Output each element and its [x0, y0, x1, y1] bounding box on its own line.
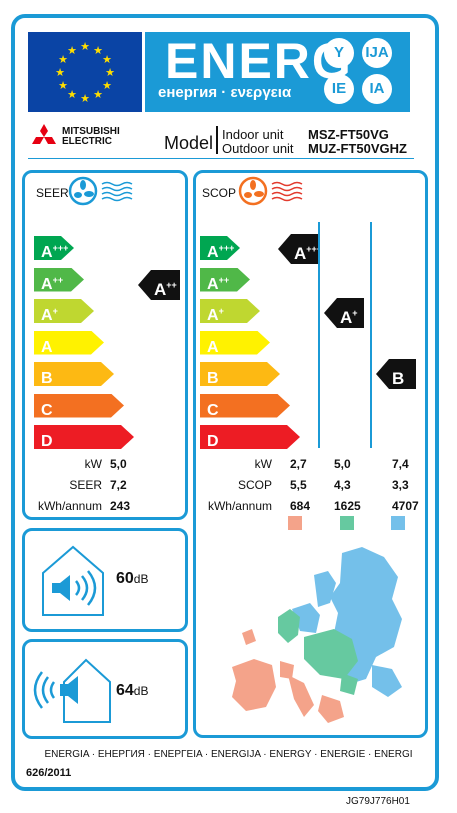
scop-value: 7,4 [392, 457, 409, 471]
svg-text:★: ★ [80, 41, 90, 53]
indoor-noise-level: 60dB [116, 570, 149, 587]
scop-column-divider [318, 222, 320, 448]
scale-bar-letter: A [41, 307, 53, 324]
unit-model-codes: MSZ-FT50VG MUZ-FT50VGHZ [308, 127, 407, 156]
svg-text:★: ★ [80, 93, 90, 105]
unit-labels: Indoor unit Outdoor unit [222, 127, 294, 156]
lang-code-badge: IE [324, 74, 354, 104]
svg-text:★: ★ [58, 54, 68, 66]
scale-bar-plus: ++ [218, 274, 230, 285]
seer-scale-bar: C [34, 394, 124, 418]
energy-title: ENERG [165, 33, 353, 89]
heating-fan-icon [238, 176, 310, 211]
scale-bar-letter: C [41, 401, 53, 419]
scale-bar-letter: A [41, 338, 53, 356]
seer-panel [22, 170, 188, 520]
seer-scale-bar: B [34, 362, 114, 386]
scop-scale-bar: A+ [200, 299, 260, 323]
svg-text:★: ★ [58, 80, 68, 92]
svg-text:★: ★ [102, 54, 112, 66]
scale-bar-letter: B [207, 370, 219, 387]
model-label: Model [164, 133, 214, 153]
svg-text:★: ★ [67, 89, 77, 101]
seer-metric-label: kWh/annum [37, 499, 102, 513]
seer-scale-bar: A+ [34, 299, 94, 323]
scop-value: 1625 [334, 499, 361, 513]
scop-metric-label: kWh/annum [207, 499, 272, 513]
scop-scale-bar: B [200, 362, 280, 386]
outdoor-noise-panel [22, 639, 188, 739]
seer-label: SEER [36, 186, 69, 200]
scale-bar-letter: D [207, 433, 219, 450]
brand-name: MITSUBISHI ELECTRIC [62, 126, 120, 147]
mitsubishi-logo-icon [30, 124, 58, 155]
scop-panel [193, 170, 428, 738]
scale-bar-plus: + [52, 306, 58, 316]
scop-scale-bar: C [200, 394, 290, 418]
model-divider [216, 126, 218, 154]
divider-line [28, 158, 414, 159]
scale-bar-letter: A [207, 338, 219, 356]
scale-bar-letter: A [41, 244, 53, 261]
scop-value: 684 [290, 499, 311, 513]
climate-zone-colder-swatch [391, 516, 405, 530]
lang-code-badge: IJA [362, 38, 392, 68]
scop-value: 5,5 [290, 478, 307, 492]
scale-bar-plus: + [218, 306, 224, 316]
svg-text:★: ★ [55, 67, 65, 79]
label-frame [11, 14, 439, 791]
scop-value: 3,3 [392, 478, 409, 492]
scale-bar-letter: A [207, 307, 219, 324]
scop-value: 5,0 [334, 457, 351, 471]
scale-bar-plus: ++ [52, 274, 64, 285]
eu-flag-icon: ★ ★ ★ ★ ★ ★ ★ ★ ★ ★ ★ ★ [28, 32, 142, 112]
seer-metric-value: 7,2 [110, 478, 127, 492]
scale-bar-letter: A [207, 244, 219, 261]
document-code: JG79J776H01 [346, 796, 410, 807]
scop-value: 2,7 [290, 457, 307, 471]
scop-label: SCOP [202, 186, 237, 200]
scale-bar-letter: C [207, 401, 219, 419]
cooling-fan-icon [68, 176, 140, 211]
indoor-speaker-house-icon [38, 543, 108, 624]
scale-bar-letter: A [207, 275, 219, 293]
regulation-number: 626/2011 [26, 767, 72, 779]
scop-scale-bar: A [200, 331, 270, 355]
scop-value: 4707 [392, 499, 419, 513]
climate-zone-average-swatch [340, 516, 354, 530]
scale-bar-letter: D [41, 433, 53, 450]
indoor-noise-panel [22, 528, 188, 632]
scop-metric-label: kW [254, 457, 272, 471]
outdoor-speaker-house-icon [30, 652, 114, 733]
seer-metric-label: kW [84, 457, 102, 471]
seer-metric-label: SEER [69, 478, 102, 492]
scale-bar-plus: +++ [218, 243, 235, 253]
scop-metric-label: SCOP [237, 478, 272, 492]
energy-languages-line: ENERGIA · ЕНЕРГИЯ · ΕΝΕΡΓΕΙΑ · ENERGIJA … [44, 749, 413, 760]
scop-scale-bar: D [200, 425, 300, 449]
seer-metric-value: 243 [110, 499, 131, 513]
climate-zone-warmer-swatch [288, 516, 302, 530]
scale-bar-letter: B [41, 370, 53, 387]
seer-metric-value: 5,0 [110, 457, 127, 471]
scale-bar-plus: +++ [52, 243, 69, 253]
svg-text:★: ★ [67, 45, 77, 57]
lang-code-badge: Y [324, 38, 354, 68]
energy-subtitle: енергия · ενεργεια [158, 84, 292, 101]
outdoor-noise-level: 64dB [116, 682, 149, 699]
svg-text:★: ★ [102, 80, 112, 92]
svg-text:★: ★ [93, 45, 103, 57]
scale-bar-letter: A [41, 275, 53, 293]
lang-code-badge: IA [362, 74, 392, 104]
scop-value: 4,3 [334, 478, 351, 492]
europe-climate-map-icon [222, 545, 418, 736]
svg-text:★: ★ [93, 89, 103, 101]
svg-text:★: ★ [105, 67, 115, 79]
scop-column-divider [370, 222, 372, 448]
seer-scale-bar: D [34, 425, 134, 449]
seer-scale-bar: A [34, 331, 104, 355]
